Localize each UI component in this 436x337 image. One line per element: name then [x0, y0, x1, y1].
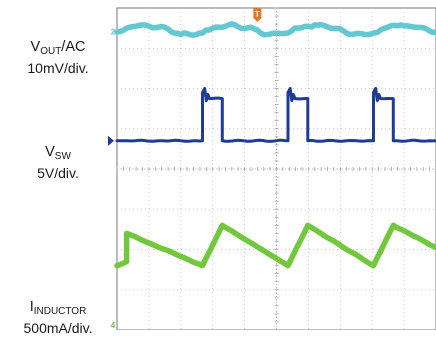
ch4-marker: 4 [111, 321, 116, 330]
ch2-marker: 2 [111, 27, 116, 36]
ch1-ground-marker [108, 135, 114, 146]
channel-markers: 2 4 T [108, 8, 262, 330]
vsw-label: VSW 5V/div. [4, 143, 112, 182]
traces [114, 21, 436, 269]
vsw-trace [115, 87, 436, 143]
vout-name: VOUT/AC [30, 39, 86, 57]
graticule [116, 7, 436, 330]
vsw-scale: 5V/div. [37, 165, 79, 181]
oscilloscope-display: 2 4 T [108, 7, 436, 330]
vout-label: VOUT/AC 10mV/div. [4, 38, 112, 77]
trigger-marker-label: T [255, 10, 260, 19]
inductor-name: IINDUCTOR [29, 299, 87, 317]
vout-scale: 10mV/div. [27, 60, 89, 76]
trigger-marker [253, 8, 262, 22]
vsw-name: VSW [45, 144, 71, 162]
vout-trace [114, 21, 436, 38]
inductor-trace [114, 222, 436, 269]
